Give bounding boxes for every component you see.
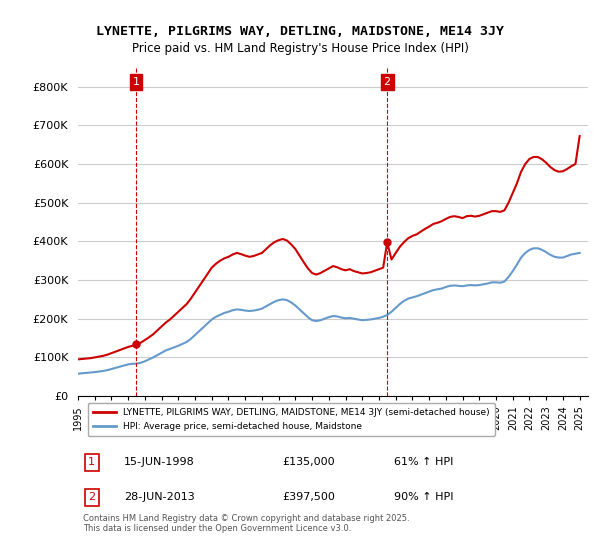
Text: Contains HM Land Registry data © Crown copyright and database right 2025.
This d: Contains HM Land Registry data © Crown c… — [83, 514, 410, 533]
Text: 2: 2 — [383, 77, 391, 87]
Text: £397,500: £397,500 — [282, 492, 335, 502]
Text: 61% ↑ HPI: 61% ↑ HPI — [394, 457, 454, 467]
Text: 1: 1 — [133, 77, 139, 87]
Text: 15-JUN-1998: 15-JUN-1998 — [124, 457, 194, 467]
Text: 2: 2 — [88, 492, 95, 502]
Text: 1: 1 — [88, 457, 95, 467]
Text: Price paid vs. HM Land Registry's House Price Index (HPI): Price paid vs. HM Land Registry's House … — [131, 42, 469, 55]
Text: 90% ↑ HPI: 90% ↑ HPI — [394, 492, 454, 502]
Text: 28-JUN-2013: 28-JUN-2013 — [124, 492, 194, 502]
Text: LYNETTE, PILGRIMS WAY, DETLING, MAIDSTONE, ME14 3JY: LYNETTE, PILGRIMS WAY, DETLING, MAIDSTON… — [96, 25, 504, 38]
Text: £135,000: £135,000 — [282, 457, 335, 467]
Legend: LYNETTE, PILGRIMS WAY, DETLING, MAIDSTONE, ME14 3JY (semi-detached house), HPI: : LYNETTE, PILGRIMS WAY, DETLING, MAIDSTON… — [88, 403, 495, 436]
